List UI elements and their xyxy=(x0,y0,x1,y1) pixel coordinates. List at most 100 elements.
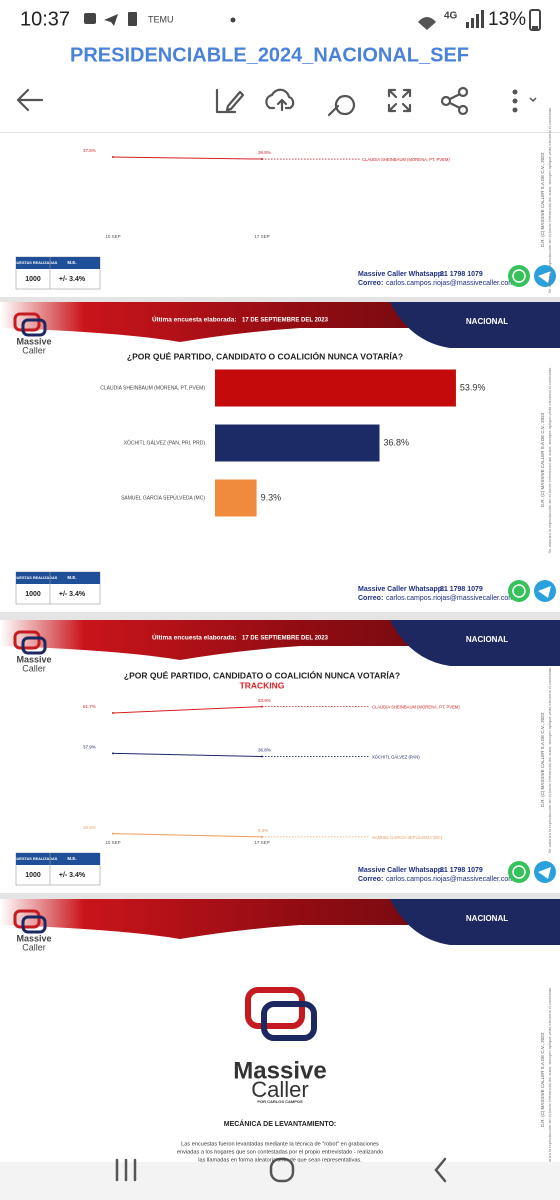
x-tick-label: 10 SEP xyxy=(105,234,120,239)
series-label: SAMUEL GARCÍA SEPÚLVEDA (MC) xyxy=(372,835,443,840)
logo-text: Massive xyxy=(16,933,51,943)
whatsapp-icon xyxy=(508,265,530,287)
status-app: TEMU xyxy=(148,14,174,24)
table-header-cell: ENCUESTAS REALIZADAS xyxy=(9,857,58,861)
upload-button[interactable] xyxy=(265,88,295,112)
region-label: NACIONAL xyxy=(466,317,508,326)
contact-label: Correo: xyxy=(358,876,383,883)
logo-icon xyxy=(21,318,47,337)
table-header-cell: ENCUESTAS REALIZADAS xyxy=(9,261,58,265)
section-title: MECÁNICA DE LEVANTAMIENTO: xyxy=(224,1119,337,1128)
fullscreen-button[interactable] xyxy=(387,88,412,113)
contact-label: Correo: xyxy=(358,280,383,287)
bar xyxy=(215,479,257,517)
header-region-box xyxy=(390,302,560,348)
whatsapp-icon xyxy=(508,861,530,883)
side-copyright: D.R. (C) MASSIVE CALLER S.A DE C.V., 202… xyxy=(540,152,545,247)
status-time: 10:37 xyxy=(20,8,70,30)
side-note: Se autoriza la reproducción sin el hacer… xyxy=(547,367,552,554)
contact-phone: 81 1798 1079 xyxy=(440,867,483,874)
whatsapp-icon-inner xyxy=(512,584,526,598)
logo-icon xyxy=(13,909,41,929)
paragraph-line: enviadas a los hogares que son contestad… xyxy=(177,1149,383,1155)
recent-apps-button[interactable] xyxy=(115,1158,137,1182)
data-point xyxy=(112,712,114,715)
data-point xyxy=(112,752,114,755)
contact-email: carlos.campos.riojas@massivecaller.com xyxy=(386,595,514,602)
logo-icon xyxy=(13,630,41,650)
chart-subtitle: TRACKING xyxy=(240,680,285,690)
table-cell: +/- 3.4% xyxy=(59,276,86,283)
document-title: PRESIDENCIABLE_2024_NACIONAL_SEF xyxy=(70,44,469,66)
value-label: 36.8% xyxy=(258,748,271,753)
logo-text: Massive xyxy=(16,654,51,664)
contact-phone: 81 1798 1079 xyxy=(440,271,483,278)
value-label: 37.9% xyxy=(83,745,96,750)
whatsapp-icon-inner xyxy=(512,865,526,879)
contact-email: carlos.campos.riojas@massivecaller.com xyxy=(386,280,514,287)
value-label: 53.9% xyxy=(258,698,271,703)
value-label: 10.4% xyxy=(83,825,96,830)
value-label: 36.8% xyxy=(258,150,271,155)
data-point xyxy=(261,705,263,708)
bar xyxy=(215,369,456,407)
side-note: Se autoriza la reproducción sin el hacer… xyxy=(547,667,552,854)
contact-label: Massive Caller Whatsapp: xyxy=(358,586,444,593)
bar xyxy=(215,424,380,462)
edit-button[interactable] xyxy=(215,88,245,114)
logo-text-large: Massive xyxy=(233,1057,326,1084)
last-survey-label: Última encuesta elaborada: xyxy=(152,633,237,642)
header-region-box xyxy=(390,899,560,945)
logo-text: Caller xyxy=(22,663,46,673)
paragraph-line: las llamadas en forma aleatoria a fin de… xyxy=(198,1157,362,1163)
series-label: XÓCHITL GÁLVEZ (PAN) xyxy=(372,755,420,760)
data-point xyxy=(112,832,114,835)
x-tick-label: 10 SEP xyxy=(105,840,120,845)
header-region-box xyxy=(390,620,560,666)
whatsapp-icon-inner xyxy=(512,269,526,283)
value-label: 37.5% xyxy=(83,148,96,153)
status-icons: TEMU xyxy=(84,9,541,31)
value-label: 53.9% xyxy=(460,382,486,392)
side-copyright: D.R. (C) MASSIVE CALLER S.A DE C.V., 202… xyxy=(540,412,545,507)
side-note: Se autoriza la reproducción sin el hacer… xyxy=(547,987,552,1174)
back-nav-button[interactable] xyxy=(434,1157,447,1183)
logo-icon-large xyxy=(245,987,305,1029)
survey-table-header xyxy=(16,572,100,584)
x-tick-label: 17 SEP xyxy=(254,840,269,845)
region-label: NACIONAL xyxy=(466,914,508,923)
back-button[interactable] xyxy=(16,88,44,112)
telegram-icon-plane xyxy=(538,271,551,283)
whatsapp-icon xyxy=(508,580,530,602)
series-label: CLAUDIA SHEINBAUM (MORENA, PT, PVEM) xyxy=(372,705,460,710)
data-point xyxy=(261,835,263,838)
data-point xyxy=(261,158,263,161)
table-header-cell: M.E. xyxy=(67,260,76,265)
category-label: XÓCHITL GÁLVEZ (PAN, PRI, PRD) xyxy=(124,439,206,446)
status-network: 4G xyxy=(444,11,458,22)
table-cell: +/- 3.4% xyxy=(59,872,86,879)
home-button[interactable] xyxy=(269,1157,295,1183)
table-header-cell: M.E. xyxy=(67,575,76,580)
contact-label: Massive Caller Whatsapp: xyxy=(358,867,444,874)
logo-icon-large xyxy=(261,1001,317,1041)
contact-label: Correo: xyxy=(358,595,383,602)
survey-table-header xyxy=(16,853,100,865)
paragraph-line: Las encuestas fueron levantadas mediante… xyxy=(181,1141,379,1147)
last-survey-date: 17 DE SEPTIEMBRE DEL 2023 xyxy=(242,318,329,324)
toolbar xyxy=(0,40,560,132)
more-button[interactable] xyxy=(512,89,537,113)
telegram-icon-plane xyxy=(538,867,551,879)
search-button[interactable] xyxy=(327,94,356,117)
table-cell: 1000 xyxy=(25,591,41,598)
series-line xyxy=(112,752,263,758)
telegram-icon-plane xyxy=(538,586,551,598)
logo-text: Caller xyxy=(22,345,46,355)
side-note: Se autoriza la reproducción sin el hacer… xyxy=(547,107,552,294)
value-label: 51.7% xyxy=(83,704,96,709)
region-label: NACIONAL xyxy=(466,635,508,644)
contact-label: Massive Caller Whatsapp: xyxy=(358,271,444,278)
side-copyright: D.R. (C) MASSIVE CALLER S.A DE C.V., 202… xyxy=(540,1032,545,1127)
